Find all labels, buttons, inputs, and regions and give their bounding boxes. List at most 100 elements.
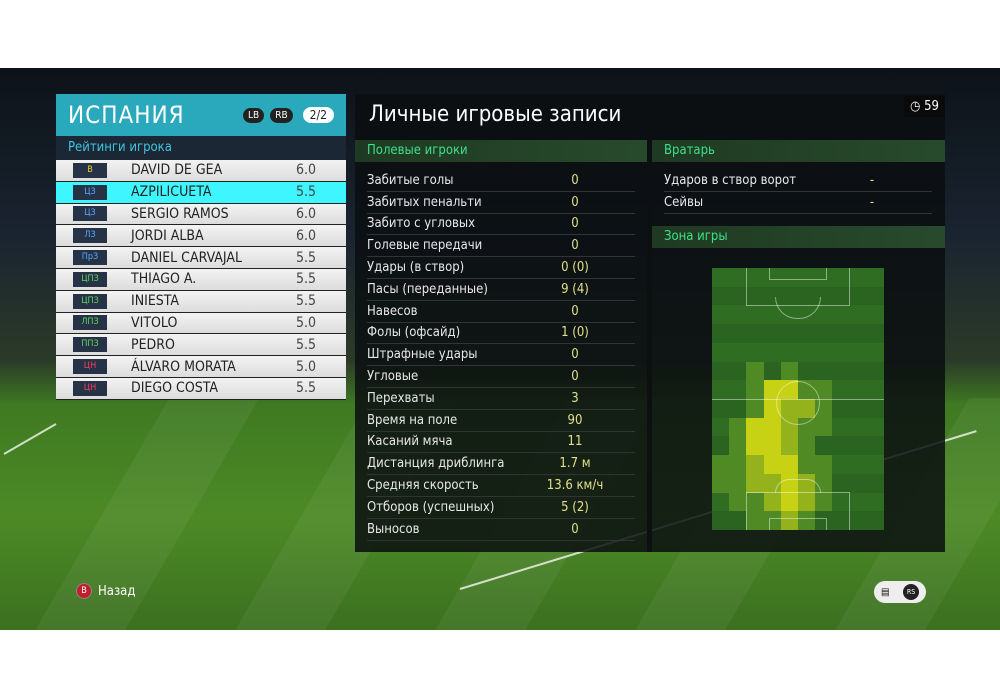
heatmap-cell: [729, 511, 747, 530]
heatmap-cell: [798, 361, 816, 381]
heatmap-cell: [815, 361, 833, 381]
player-row[interactable]: ЦН ÁLVARO MORATA 5.0: [56, 356, 346, 378]
stat-row: Навесов 0: [367, 301, 635, 323]
heatmap-cell: [746, 361, 764, 381]
player-row[interactable]: ЦПЗ THIAGO A. 5.5: [56, 268, 346, 291]
stat-label: Навесов: [367, 303, 418, 319]
heatmap-cell: [712, 473, 730, 493]
heatmap-cell: [815, 511, 833, 530]
player-row[interactable]: ЦПЗ INIESTA 5.5: [56, 290, 346, 313]
heatmap-cell: [746, 436, 764, 456]
heatmap-cell: [832, 305, 850, 325]
stat-label: Перехваты: [367, 390, 435, 406]
stat-value: -: [869, 194, 875, 210]
player-name: JORDI ALBA: [131, 227, 204, 244]
stat-label: Штрафные удары: [367, 347, 478, 363]
player-row[interactable]: ПрЗ DANIEL CARVAJAL 5.5: [56, 247, 346, 269]
player-row[interactable]: ЦН DIEGO COSTA 5.5: [56, 377, 346, 400]
heatmap-cell: [729, 398, 747, 418]
stat-value: 5 (2): [561, 499, 589, 515]
heatmap-cell: [780, 436, 798, 456]
stat-row: Ударов в створ ворот -: [664, 170, 932, 192]
stat-row: Фолы (офсайд) 1 (0): [367, 323, 635, 345]
heatmap-cell: [832, 455, 850, 474]
heatmap-cell: [712, 324, 730, 343]
heatmap-cell: [729, 305, 747, 325]
stat-label: Голевые передачи: [367, 238, 483, 254]
rs-button-icon[interactable]: RS: [903, 584, 920, 600]
stat-label: Выносов: [367, 521, 420, 537]
stat-value: 0: [571, 303, 579, 319]
heatmap-cell: [780, 268, 798, 287]
heatmap-cell: [849, 305, 867, 325]
heatmap-cell: [729, 455, 747, 474]
heatmap-cell: [798, 511, 816, 530]
stat-value: 9 (4): [561, 281, 589, 297]
heatmap-cell: [815, 324, 833, 343]
stat-row: Забитые голы 0: [367, 170, 635, 192]
heatmap-cell: [866, 361, 884, 381]
heatmap-cell: [712, 380, 730, 399]
heatmap-cell: [849, 398, 867, 418]
stat-value: 0: [571, 521, 579, 537]
heatmap-cell: [832, 380, 850, 399]
stat-value: 0: [571, 194, 579, 210]
player-row[interactable]: В DAVID DE GEA 6.0: [56, 160, 346, 182]
heatmap-cell: [849, 268, 867, 287]
heatmap-cell: [815, 380, 833, 399]
player-rating: 5.5: [296, 380, 317, 397]
stat-value: 0: [571, 369, 579, 385]
stat-row: Забитых пенальти 0: [367, 192, 635, 214]
player-name: DAVID DE GEA: [131, 162, 223, 179]
position-badge: ЛЗ: [73, 228, 107, 244]
stat-value: 3: [571, 390, 579, 406]
lb-button[interactable]: LB: [243, 107, 265, 123]
player-name: DANIEL CARVAJAL: [131, 249, 242, 266]
stat-row: Штрафные удары 0: [367, 344, 635, 367]
heatmap-cell: [798, 436, 816, 456]
player-row[interactable]: ППЗ PEDRO 5.5: [56, 334, 346, 357]
player-name: THIAGO A.: [131, 271, 197, 288]
heatmap-cell: [780, 492, 798, 512]
position-badge: ЦН: [73, 359, 107, 375]
chat-icon[interactable]: ▤: [880, 586, 890, 598]
heatmap-cell: [866, 268, 884, 287]
player-row[interactable]: ЦЗ SERGIO RAMOS 6.0: [56, 203, 346, 226]
heatmap-cell: [712, 455, 730, 474]
heatmap-cell: [815, 305, 833, 325]
heatmap-cell: [763, 324, 781, 343]
heatmap-cell: [746, 473, 764, 493]
heatmap-cell: [849, 342, 867, 362]
heatmap-cell: [849, 286, 867, 306]
rb-button[interactable]: RB: [270, 107, 293, 123]
goalkeeper-header: Вратарь: [652, 140, 945, 162]
heatmap-cell: [763, 305, 781, 325]
heatmap-cell: [712, 492, 730, 512]
heatmap-cell: [780, 361, 798, 381]
heatmap-cell: [729, 417, 747, 437]
heatmap-cell: [849, 511, 867, 530]
heatmap-cell: [798, 492, 816, 512]
player-row[interactable]: ЛЗ JORDI ALBA 6.0: [56, 225, 346, 248]
player-name: PEDRO: [131, 336, 175, 353]
heatmap-cell: [729, 492, 747, 512]
heatmap-cell: [815, 455, 833, 474]
player-row[interactable]: ЛПЗ VITOLO 5.0: [56, 312, 346, 335]
player-rating: 6.0: [296, 205, 317, 222]
stat-row: Дистанция дриблинга 1.7 м: [367, 453, 635, 476]
position-badge: ПрЗ: [73, 250, 107, 266]
heatmap-cell: [866, 324, 884, 343]
stat-value: 1.7 м: [559, 456, 591, 472]
field-players-header: Полевые игроки: [355, 140, 647, 162]
heatmap-cell: [763, 511, 781, 530]
heatmap-cell: [832, 511, 850, 530]
stat-value: 90: [567, 412, 583, 428]
heatmap-cell: [866, 511, 884, 530]
heatmap-cell: [849, 324, 867, 343]
heatmap-cell: [763, 492, 781, 512]
play-zone-header: Зона игры: [652, 226, 945, 248]
heatmap-cell: [866, 342, 884, 362]
heatmap-cell: [849, 417, 867, 437]
player-row[interactable]: ЦЗ AZPILICUETA 5.5: [56, 181, 346, 204]
back-button[interactable]: B Назад: [76, 583, 135, 599]
